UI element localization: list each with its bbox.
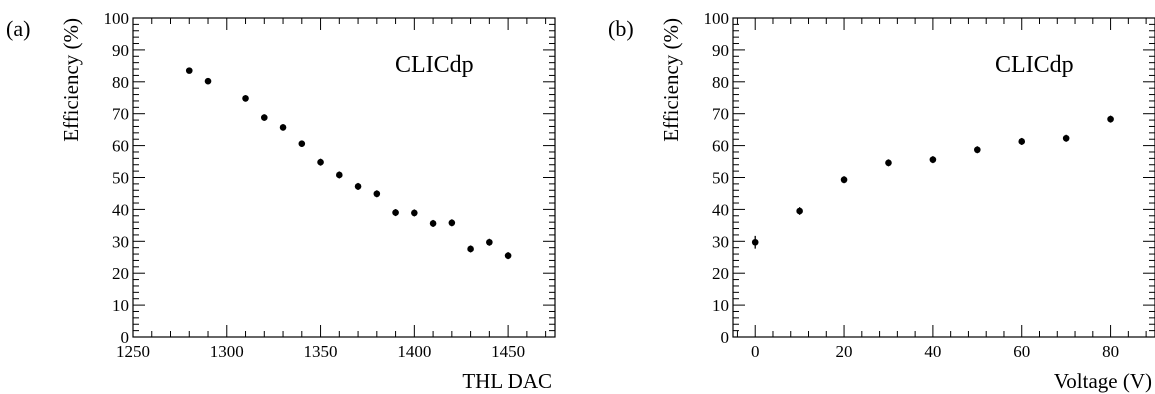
data-point xyxy=(751,238,759,246)
x-tick-label: 0 xyxy=(751,342,760,361)
data-point xyxy=(929,156,937,163)
data-point xyxy=(260,114,268,121)
x-tick-label: 20 xyxy=(836,342,853,361)
data-point xyxy=(185,67,193,74)
panel-a-x-axis-label: THL DAC xyxy=(462,369,552,393)
y-tick-label: 80 xyxy=(112,73,129,92)
panel-b-ticks xyxy=(733,17,1155,338)
panel-a-data-points xyxy=(185,67,512,260)
y-tick-label: 90 xyxy=(112,41,129,60)
data-point xyxy=(336,171,343,179)
panel-a-label: (a) xyxy=(6,16,30,41)
y-tick-label: 50 xyxy=(712,169,729,188)
panel-b-x-tick-labels: 0 20 40 60 80 xyxy=(751,342,1119,361)
panel-b-data-points xyxy=(751,115,1114,249)
y-tick-label: 40 xyxy=(112,200,129,219)
y-tick-label: 10 xyxy=(712,296,729,315)
x-tick-label: 40 xyxy=(924,342,941,361)
x-tick-label: 1350 xyxy=(304,342,338,361)
data-point xyxy=(373,190,381,198)
x-tick-label: 60 xyxy=(1013,342,1030,361)
y-tick-label: 90 xyxy=(712,41,729,60)
data-point xyxy=(1018,138,1026,145)
data-point xyxy=(411,209,418,217)
panel-a-ticks xyxy=(132,17,555,338)
data-point xyxy=(429,220,437,227)
data-point xyxy=(486,238,493,246)
data-point xyxy=(840,176,848,184)
panel-a-x-tick-labels: 1250 1300 1350 1400 1450 xyxy=(116,342,525,361)
data-point xyxy=(317,158,324,166)
data-point xyxy=(467,245,474,253)
data-point xyxy=(504,252,512,259)
y-tick-label: 0 xyxy=(721,328,730,347)
x-tick-label: 1450 xyxy=(491,342,525,361)
panel-b-x-axis-label: Voltage (V) xyxy=(1054,369,1152,393)
y-tick-label: 80 xyxy=(712,73,729,92)
y-tick-label: 60 xyxy=(712,137,729,156)
data-point xyxy=(204,77,212,85)
data-point xyxy=(885,159,892,167)
data-point xyxy=(796,207,803,215)
data-point xyxy=(392,209,399,216)
y-tick-label: 100 xyxy=(704,9,730,28)
data-point xyxy=(1062,134,1070,142)
data-point xyxy=(448,219,456,227)
panel-a-frame xyxy=(132,17,556,338)
data-point xyxy=(974,146,981,154)
data-point xyxy=(242,95,249,102)
data-point xyxy=(298,140,306,147)
y-tick-label: 50 xyxy=(112,169,129,188)
panel-b-label: (b) xyxy=(608,16,634,41)
panel-b: (b) 0 10 20 30 40 50 60 70 80 90 100 0 20 40 60 80 CLI… xyxy=(608,9,1155,393)
panel-b-y-tick-labels: 0 10 20 30 40 50 60 70 80 90 100 xyxy=(704,9,730,347)
panel-a-y-axis-label: Efficiency (%) xyxy=(59,18,83,142)
data-point xyxy=(279,124,287,131)
y-tick-label: 60 xyxy=(112,137,129,156)
panel-b-frame xyxy=(732,17,1155,338)
x-tick-label: 1250 xyxy=(116,342,150,361)
panel-b-y-axis-label: Efficiency (%) xyxy=(659,18,683,142)
y-tick-label: 0 xyxy=(121,328,130,347)
x-tick-label: 80 xyxy=(1102,342,1119,361)
y-tick-label: 40 xyxy=(712,200,729,219)
y-tick-label: 10 xyxy=(112,296,129,315)
y-tick-label: 70 xyxy=(712,105,729,124)
y-tick-label: 100 xyxy=(104,9,130,28)
panel-a-annotation: CLICdp xyxy=(395,52,474,78)
data-point xyxy=(1107,115,1114,123)
y-tick-label: 30 xyxy=(712,232,729,251)
x-tick-label: 1300 xyxy=(210,342,244,361)
panel-b-annotation: CLICdp xyxy=(995,52,1074,78)
y-tick-label: 70 xyxy=(112,105,129,124)
panel-a-y-tick-labels: 0 10 20 30 40 50 60 70 80 90 100 xyxy=(104,9,130,347)
y-tick-label: 30 xyxy=(112,232,129,251)
data-point xyxy=(354,183,362,190)
x-tick-label: 1400 xyxy=(397,342,431,361)
y-tick-label: 20 xyxy=(112,264,129,283)
y-tick-label: 20 xyxy=(712,264,729,283)
